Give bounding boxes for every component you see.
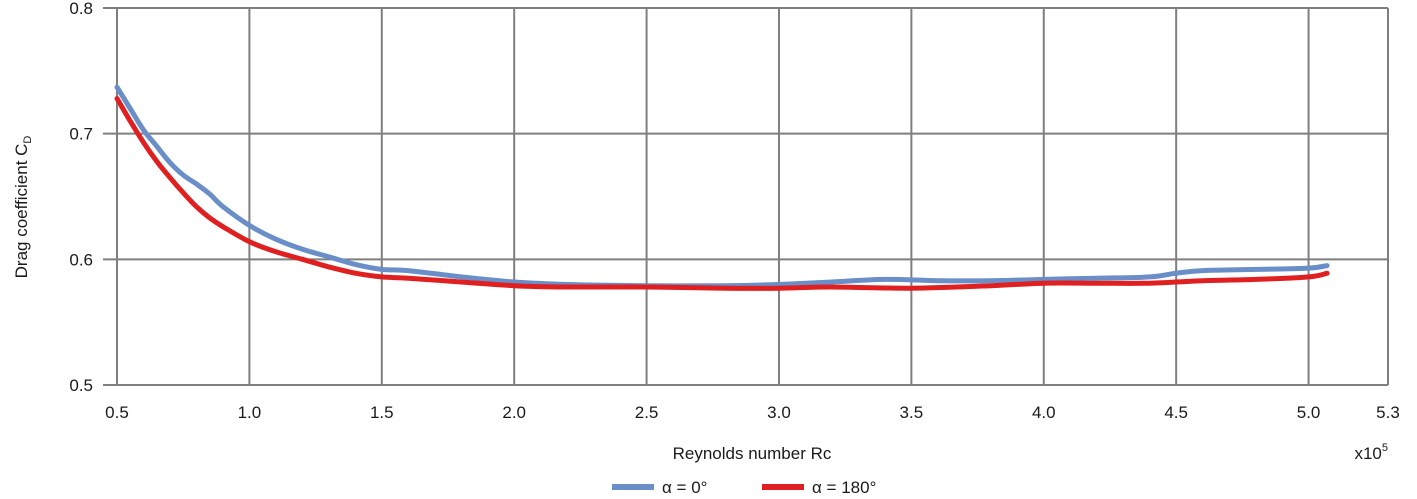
x-tick-label: 1.5: [370, 403, 394, 422]
series-line-alpha-0: [114, 84, 1330, 289]
x-tick-label: 2.5: [635, 403, 659, 422]
x-tick-label: 3.5: [900, 403, 924, 422]
x-axis-label: Reynolds number Rc: [673, 444, 832, 463]
series-layer: [114, 84, 1330, 291]
y-tick-label: 0.5: [69, 376, 93, 395]
x-axis-multiplier-exponent: 5: [1382, 442, 1388, 454]
x-tick-label: 4.0: [1032, 403, 1056, 422]
x-tick-label: 0.5: [105, 403, 129, 422]
x-axis-multiplier: x105: [1354, 442, 1388, 463]
series-line-alpha-180: [114, 96, 1330, 291]
x-tick-label: 1.0: [238, 403, 262, 422]
y-axis-label-main: Drag coefficient C: [12, 144, 31, 279]
y-axis-label-subscript: D: [22, 136, 34, 144]
x-tick-labels: 0.5 1.0 1.5 2.0 2.5 3.0 3.5 4.0 4.5 5.0 5.3: [105, 403, 1400, 422]
x-tick-label: 2.0: [502, 403, 526, 422]
legend-label-alpha-180: α = 180°: [812, 478, 876, 497]
legend-item-alpha-0: α = 0°: [612, 478, 707, 497]
legend-item-alpha-180: α = 180°: [762, 478, 876, 497]
y-tick-label: 0.8: [69, 0, 93, 18]
x-tick-label: 5.3: [1376, 403, 1400, 422]
x-tick-label: 3.0: [767, 403, 791, 422]
y-tick-label: 0.7: [69, 125, 93, 144]
legend: α = 0° α = 180°: [612, 478, 876, 497]
legend-label-alpha-0: α = 0°: [662, 478, 707, 497]
x-tick-label: 4.5: [1164, 403, 1188, 422]
x-axis-multiplier-base: x10: [1354, 444, 1381, 463]
y-axis-label: Drag coefficient CD: [12, 136, 34, 279]
x-tick-label: 5.0: [1297, 403, 1321, 422]
y-tick-label: 0.6: [69, 250, 93, 269]
grid: [103, 7, 1389, 386]
y-tick-labels: 0.5 0.6 0.7 0.8: [69, 0, 93, 395]
